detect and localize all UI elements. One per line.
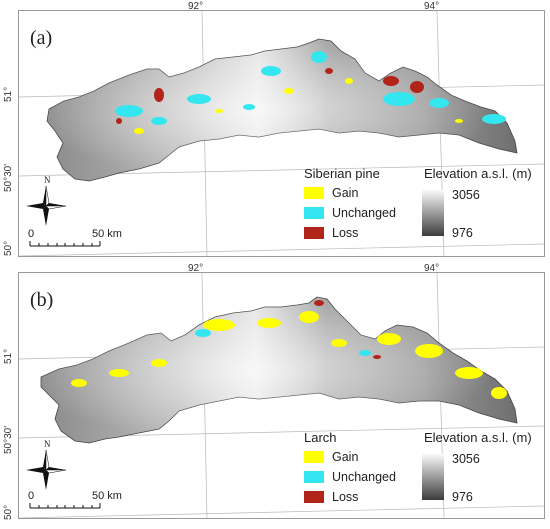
lat-tick-50-a: 50° <box>3 240 14 256</box>
legend-title-b: Larch <box>304 430 337 445</box>
legend-label-gain-b: Gain <box>332 450 359 464</box>
scalebar-zero-b: 0 <box>28 490 35 502</box>
terrain-map-a <box>19 11 544 256</box>
lon-tick-92-a: 92° <box>188 1 204 12</box>
elevation-max-b: 3056 <box>452 452 480 466</box>
swatch-unchanged-b <box>304 471 324 483</box>
panel-label-b: (b) <box>30 289 54 311</box>
legend-item-loss-b: Loss <box>304 490 358 504</box>
elevation-min-b: 976 <box>452 490 473 504</box>
swatch-gain-a <box>304 187 324 199</box>
legend-item-unchanged-a: Unchanged <box>304 206 396 220</box>
legend-item-unchanged-b: Unchanged <box>304 470 396 484</box>
elevation-colorbar-b <box>422 454 444 500</box>
legend-label-gain-a: Gain <box>332 186 359 200</box>
lon-tick-92-b: 92° <box>188 263 204 274</box>
legend-title-a: Siberian pine <box>304 166 380 181</box>
scalebar-distance-b: 50 km <box>92 490 122 502</box>
elevation-min-a: 976 <box>452 226 473 240</box>
map-panel-b: (b) 92° 94° 51° 50°30' 50° N 0 50 km Lar… <box>0 262 550 522</box>
scalebar-a <box>29 241 101 247</box>
map-panel-a: (a) 92° 94° 51° 50°30' 50° N 0 50 km Sib… <box>0 0 550 260</box>
lat-tick-50-30-a: 50°30' <box>3 163 14 192</box>
scalebar-b <box>29 503 101 509</box>
north-label-a: N <box>44 175 51 185</box>
legend-label-unchanged-b: Unchanged <box>332 470 396 484</box>
legend-label-loss-a: Loss <box>332 226 359 240</box>
lat-tick-51-b: 51° <box>3 348 14 364</box>
siberian-pine-gain-patches <box>134 78 463 134</box>
scalebar-distance-a: 50 km <box>92 228 122 240</box>
elevation-title-b: Elevation a.s.l. (m) <box>424 430 532 445</box>
larch-unchanged-patches <box>195 329 371 356</box>
panel-label-a: (a) <box>30 27 53 49</box>
legend-item-gain-b: Gain <box>304 450 358 464</box>
lon-tick-94-a: 94° <box>424 1 440 12</box>
lon-tick-94-b: 94° <box>424 263 440 274</box>
scalebar-zero-a: 0 <box>28 228 35 240</box>
north-arrow-icon <box>26 186 66 226</box>
larch-gain-patches <box>71 311 507 399</box>
elevation-max-a: 3056 <box>452 188 480 202</box>
swatch-unchanged-a <box>304 207 324 219</box>
swatch-gain-b <box>304 451 324 463</box>
map-frame-a <box>18 10 545 257</box>
lat-tick-50-b: 50° <box>3 504 14 520</box>
legend-label-loss-b: Loss <box>332 490 359 504</box>
elevation-title-a: Elevation a.s.l. (m) <box>424 166 532 181</box>
siberian-pine-loss-patches <box>116 68 424 124</box>
terrain-map-b <box>19 273 544 518</box>
swatch-loss-a <box>304 227 324 239</box>
swatch-loss-b <box>304 491 324 503</box>
legend-item-gain-a: Gain <box>304 186 358 200</box>
elevation-colorbar-a <box>422 190 444 236</box>
legend-item-loss-a: Loss <box>304 226 358 240</box>
map-frame-b <box>18 272 545 519</box>
north-arrow-icon <box>26 450 66 490</box>
north-label-b: N <box>44 439 51 449</box>
siberian-pine-unchanged-patches <box>115 51 506 125</box>
lat-tick-50-30-b: 50°30' <box>3 425 14 454</box>
legend-label-unchanged-a: Unchanged <box>332 206 396 220</box>
lat-tick-51-a: 51° <box>3 86 14 102</box>
larch-loss-patches <box>314 300 381 359</box>
